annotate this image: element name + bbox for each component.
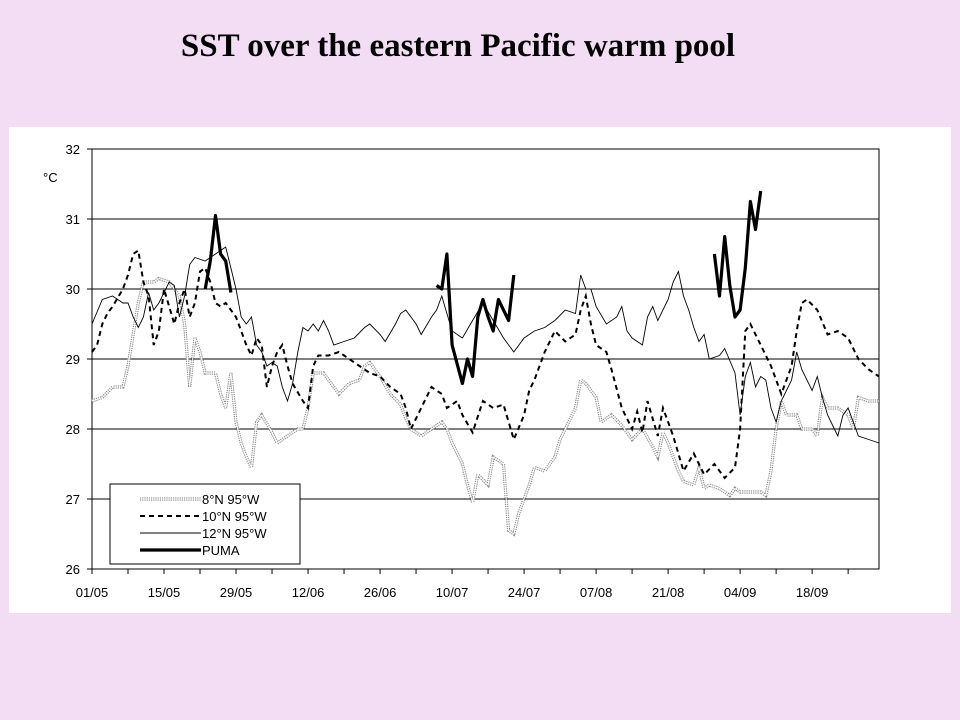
series-line-1-highlight xyxy=(91,277,879,535)
sst-line-chart: 26 27 28 29 30 31 32 °C 01/05 15/05 29/05 12/06 26/0… xyxy=(43,142,880,600)
y-axis-unit-label: °C xyxy=(43,170,58,185)
chart-panel: 26 27 28 29 30 31 32 °C 01/05 15/05 29/05 12/06 26/0… xyxy=(9,127,951,613)
x-tick-label: 26/06 xyxy=(364,585,397,600)
x-tick-label: 24/07 xyxy=(508,585,541,600)
y-tick-label: 27 xyxy=(66,492,80,507)
x-tick-label: 12/06 xyxy=(292,585,325,600)
legend-label: PUMA xyxy=(202,543,240,558)
y-tick-label: 26 xyxy=(66,562,80,577)
series-line-4-segment-2 xyxy=(435,252,516,386)
x-tick-label: 01/05 xyxy=(76,585,109,600)
legend: 8°N 95°W 10°N 95°W 12°N 95°W PUMA xyxy=(109,483,301,565)
axes: 26 27 28 29 30 31 32 °C 01/05 15/05 29/05 12/06 26/0… xyxy=(43,142,880,600)
plot-border xyxy=(91,148,880,570)
x-tick-label: 29/05 xyxy=(220,585,253,600)
x-tick-label: 07/08 xyxy=(580,585,613,600)
legend-label: 8°N 95°W xyxy=(202,492,260,507)
y-tick-label: 30 xyxy=(66,282,80,297)
series-line-3 xyxy=(91,246,880,444)
grid-lines xyxy=(92,148,879,500)
y-tick-label: 28 xyxy=(66,422,80,437)
series-line-4-segment-1 xyxy=(203,213,233,293)
y-tick-label: 32 xyxy=(66,142,80,157)
series-line-4-segment-3 xyxy=(712,190,763,319)
slide-title: SST over the eastern Pacific warm pool xyxy=(180,28,736,64)
x-tick-label: 10/07 xyxy=(436,585,469,600)
x-tick-label: 04/09 xyxy=(724,585,757,600)
series-line-2 xyxy=(91,248,880,480)
x-tick-label: 18/09 xyxy=(796,585,829,600)
y-tick-label: 31 xyxy=(66,212,80,227)
x-tick-label: 15/05 xyxy=(148,585,181,600)
legend-label: 10°N 95°W xyxy=(202,509,267,524)
x-tick-label: 21/08 xyxy=(652,585,685,600)
legend-label: 12°N 95°W xyxy=(202,526,267,541)
series-lines xyxy=(91,190,880,537)
y-tick-label: 29 xyxy=(66,352,80,367)
